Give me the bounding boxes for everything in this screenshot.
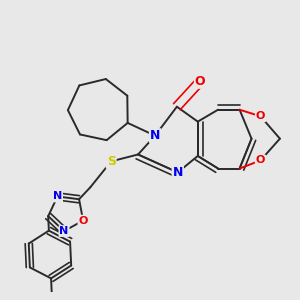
- Text: O: O: [256, 155, 265, 166]
- Text: S: S: [107, 155, 116, 168]
- Text: N: N: [172, 166, 183, 179]
- Text: N: N: [53, 191, 62, 202]
- Text: N: N: [59, 226, 69, 236]
- Text: O: O: [195, 75, 206, 88]
- Text: N: N: [150, 129, 160, 142]
- Text: O: O: [256, 111, 265, 121]
- Text: O: O: [78, 216, 88, 226]
